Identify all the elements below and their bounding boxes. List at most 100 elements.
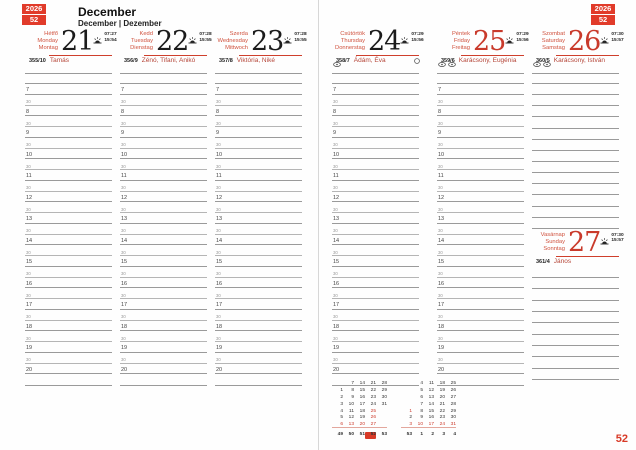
weekday-name: Szombat xyxy=(542,31,565,37)
writing-line xyxy=(532,278,619,290)
moon-marker-icon xyxy=(533,54,541,72)
mini-calendar-day: 13 xyxy=(348,422,354,428)
half-hour-row: 30 xyxy=(437,245,524,256)
hour-label: 9 xyxy=(26,130,30,137)
half-hour-row: 30 xyxy=(437,267,524,278)
sunrise-sunset-block: 07:29 15:56 xyxy=(505,28,529,55)
mini-calendar-day: 24 xyxy=(370,401,376,407)
hour-label: 30 xyxy=(26,335,31,341)
hour-row: 9 xyxy=(25,127,112,138)
half-hour-row: 30 xyxy=(437,159,524,170)
moon-marker-icon xyxy=(448,54,456,72)
sunrise-sunset-block: 07:30 15:57 xyxy=(600,229,624,256)
hour-label: 30 xyxy=(438,271,443,276)
mini-calendar-day: 25 xyxy=(370,408,376,414)
hour-label: 30 xyxy=(333,163,338,169)
badge-week: 52 xyxy=(22,15,46,25)
hour-label: 12 xyxy=(26,194,33,201)
mini-calendar-day: 15 xyxy=(359,387,365,393)
half-hour-row: 30 xyxy=(25,331,112,342)
day-underline xyxy=(556,55,619,56)
weekday-name: Sonntag xyxy=(543,245,565,252)
hour-row: 16 xyxy=(215,278,302,289)
hour-row: 9 xyxy=(332,127,419,138)
writing-line xyxy=(532,151,619,162)
hour-label: 13 xyxy=(333,216,340,223)
writing-line xyxy=(437,374,524,387)
half-hour-row: 30 xyxy=(437,116,524,127)
half-hour-row: 30 xyxy=(215,116,302,127)
hour-row: 18 xyxy=(437,321,524,332)
hour-row: 20 xyxy=(332,364,419,375)
day-column-23: Szerda Wednesday Mittwoch 23 07:28 15:55 357/8… xyxy=(215,28,307,387)
year-week-badge-right: 2026 52 xyxy=(591,4,615,25)
hour-row: 11 xyxy=(120,170,207,181)
nameday-label: Tamás xyxy=(49,57,69,64)
hour-row: 8 xyxy=(25,106,112,117)
mini-calendar-day: 30 xyxy=(381,394,387,400)
half-hour-row: 30 xyxy=(25,353,112,364)
sunrise-sunset-block: 07:30 15:57 xyxy=(600,28,624,55)
sunrise-sunset-block: 07:27 15:54 xyxy=(93,28,117,55)
hour-label: 20 xyxy=(121,366,128,373)
day-number: 26 xyxy=(568,26,601,57)
half-hour-row: 30 xyxy=(215,331,302,342)
weekday-names: Csütörtök Thursday Donnerstag xyxy=(332,28,365,55)
half-hour-row: 30 xyxy=(215,202,302,213)
mini-calendar-day: 17 xyxy=(359,401,365,407)
hour-label: 30 xyxy=(438,249,443,255)
hour-label: 7 xyxy=(333,87,337,94)
mini-calendar-day: 30 xyxy=(450,415,456,421)
day-header: Vasárnap Sunday Sonntag 27 07:30 15:57 361/4 Já… xyxy=(532,228,624,267)
mini-calendar-day: 26 xyxy=(450,387,456,393)
half-hour-row: 30 xyxy=(332,181,419,192)
day-underline xyxy=(556,255,619,257)
half-hour-row: 30 xyxy=(437,202,524,213)
hour-label: 8 xyxy=(26,108,30,115)
mini-calendar-day: 12 xyxy=(428,387,434,393)
writing-line xyxy=(532,162,619,174)
hour-label: 30 xyxy=(216,314,221,319)
mini-calendar-week-number: 2 xyxy=(431,432,434,438)
hour-label: 30 xyxy=(333,314,338,319)
mini-calendar-day: 7 xyxy=(351,381,354,386)
half-hour-row: 30 xyxy=(120,159,207,170)
hour-label: 30 xyxy=(121,357,126,362)
mini-calendar-row: 5 12 19 26 xyxy=(332,411,387,420)
hour-label: 16 xyxy=(26,280,33,287)
half-hour-row: 30 xyxy=(332,267,419,278)
hour-row: 17 xyxy=(120,299,207,310)
hour-row: 19 xyxy=(332,342,419,353)
hour-row: 20 xyxy=(437,364,524,375)
hour-label: 30 xyxy=(26,271,31,276)
weekday-names: Hétfő Monday Montag xyxy=(25,28,58,55)
mini-calendar-day: 11 xyxy=(429,381,434,386)
day-header: Szerda Wednesday Mittwoch 23 07:28 15:55 357/8… xyxy=(215,28,306,66)
hour-label: 30 xyxy=(438,163,443,169)
moon-marker-icons xyxy=(533,54,551,72)
hour-label: 12 xyxy=(216,194,223,201)
hour-label: 19 xyxy=(333,345,340,352)
hour-row: 15 xyxy=(437,256,524,267)
hour-label: 30 xyxy=(438,314,443,319)
weekday-name: Monday xyxy=(37,38,58,44)
weekday-name: Thursday xyxy=(340,38,365,44)
moon-marker-icon xyxy=(438,54,446,72)
hour-label: 8 xyxy=(438,108,442,115)
hour-row: 14 xyxy=(120,235,207,246)
mini-calendar-day: 16 xyxy=(428,415,434,421)
hour-label: 30 xyxy=(26,142,31,147)
hour-row: 17 xyxy=(215,299,302,310)
day-of-year: 355/10 xyxy=(29,58,46,64)
hour-row: 10 xyxy=(25,149,112,160)
half-hour-row: 30 xyxy=(120,138,207,149)
writing-line xyxy=(532,129,619,140)
hour-label: 13 xyxy=(216,216,223,223)
weekday-name: Kedd xyxy=(139,31,153,37)
weekday-name: Csütörtök xyxy=(340,31,365,37)
hour-row: 19 xyxy=(437,342,524,353)
mini-calendar-day: 24 xyxy=(439,422,445,428)
half-hour-row: 30 xyxy=(25,116,112,127)
hour-label: 16 xyxy=(333,280,340,287)
hour-row: 20 xyxy=(25,364,112,375)
